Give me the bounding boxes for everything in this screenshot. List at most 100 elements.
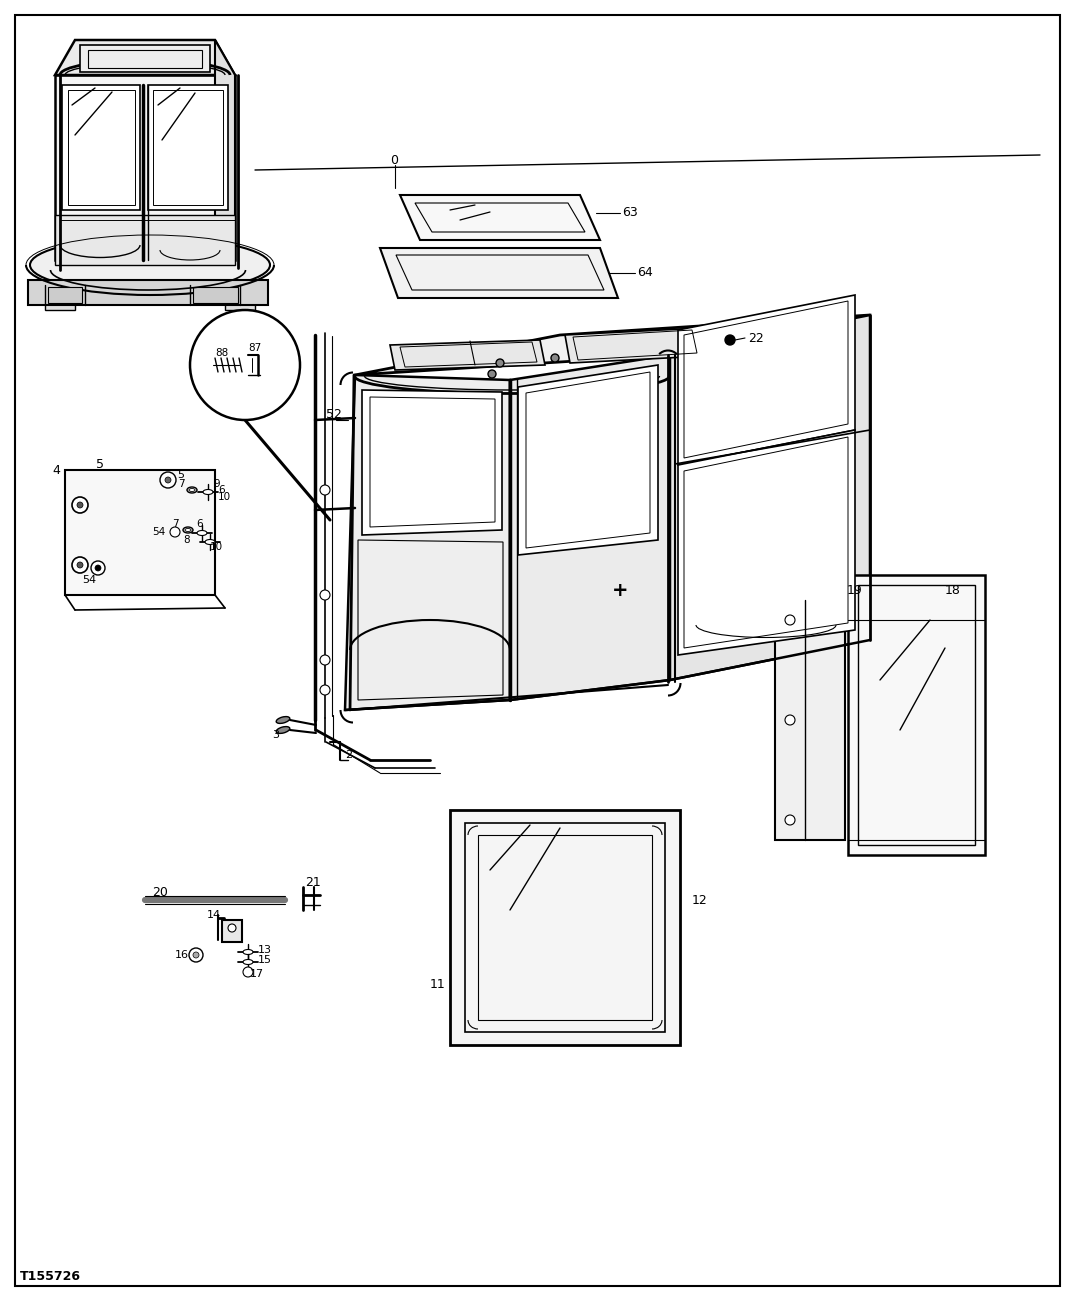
Text: 54: 54 <box>82 575 96 585</box>
Text: 13: 13 <box>258 945 272 955</box>
Polygon shape <box>848 575 985 855</box>
Circle shape <box>320 654 330 665</box>
Ellipse shape <box>243 950 253 955</box>
Polygon shape <box>345 375 510 710</box>
Polygon shape <box>355 315 870 375</box>
Ellipse shape <box>183 527 193 533</box>
Ellipse shape <box>185 528 191 532</box>
Polygon shape <box>450 811 680 1045</box>
Circle shape <box>320 589 330 600</box>
Ellipse shape <box>276 726 290 734</box>
Polygon shape <box>223 920 242 942</box>
Polygon shape <box>55 215 235 265</box>
Polygon shape <box>80 46 210 72</box>
Text: 6: 6 <box>218 485 225 494</box>
Text: 18: 18 <box>945 584 961 596</box>
Text: 52: 52 <box>326 409 342 422</box>
Text: 64: 64 <box>637 267 653 280</box>
Text: 19: 19 <box>847 584 863 596</box>
Text: 63: 63 <box>622 207 637 220</box>
Polygon shape <box>194 288 238 303</box>
Polygon shape <box>518 366 658 556</box>
Text: 21: 21 <box>305 876 320 889</box>
Circle shape <box>95 565 101 571</box>
Polygon shape <box>510 355 670 700</box>
Ellipse shape <box>189 488 195 492</box>
Ellipse shape <box>197 531 207 536</box>
Text: 5: 5 <box>96 458 104 471</box>
Polygon shape <box>45 295 75 310</box>
Text: 4: 4 <box>52 463 60 476</box>
Circle shape <box>72 497 88 513</box>
Polygon shape <box>62 85 140 209</box>
Circle shape <box>725 334 735 345</box>
Circle shape <box>189 948 203 961</box>
Text: 54: 54 <box>152 527 166 537</box>
Circle shape <box>320 485 330 494</box>
Polygon shape <box>678 431 855 654</box>
Text: T155726: T155726 <box>20 1270 81 1283</box>
Polygon shape <box>362 390 502 535</box>
Ellipse shape <box>243 960 253 964</box>
Ellipse shape <box>187 487 197 493</box>
Text: 10: 10 <box>210 543 224 552</box>
Polygon shape <box>565 328 705 363</box>
Circle shape <box>77 502 83 507</box>
Text: 15: 15 <box>258 955 272 965</box>
Circle shape <box>170 527 180 537</box>
Circle shape <box>496 359 504 367</box>
Polygon shape <box>379 248 618 298</box>
Text: 10: 10 <box>218 492 231 502</box>
Polygon shape <box>148 85 228 209</box>
Text: 5: 5 <box>177 470 184 480</box>
Text: 87: 87 <box>248 343 261 353</box>
Text: 88: 88 <box>215 347 228 358</box>
Circle shape <box>190 310 300 420</box>
Text: 16: 16 <box>175 950 189 960</box>
Polygon shape <box>45 275 255 295</box>
Text: 0: 0 <box>390 154 398 167</box>
Circle shape <box>164 477 171 483</box>
Circle shape <box>77 562 83 569</box>
Circle shape <box>91 561 105 575</box>
Polygon shape <box>390 340 545 369</box>
Polygon shape <box>225 295 255 310</box>
Polygon shape <box>55 75 235 260</box>
Text: 2: 2 <box>345 749 353 760</box>
Circle shape <box>785 615 796 624</box>
Text: 20: 20 <box>152 886 168 899</box>
Polygon shape <box>48 288 82 303</box>
Circle shape <box>243 967 253 977</box>
Circle shape <box>551 354 559 362</box>
Text: 8: 8 <box>183 535 189 545</box>
Text: 7: 7 <box>172 519 178 530</box>
Ellipse shape <box>30 238 270 293</box>
Text: 17: 17 <box>250 969 264 978</box>
Polygon shape <box>55 40 235 75</box>
Text: 14: 14 <box>207 909 221 920</box>
Text: 22: 22 <box>748 332 763 345</box>
Text: 9: 9 <box>213 479 219 489</box>
Polygon shape <box>28 280 268 304</box>
Circle shape <box>320 686 330 695</box>
Text: 3: 3 <box>272 730 280 740</box>
Text: 7: 7 <box>178 479 185 489</box>
Circle shape <box>488 369 496 379</box>
Polygon shape <box>64 470 215 595</box>
Ellipse shape <box>205 540 215 545</box>
Polygon shape <box>775 600 845 840</box>
Ellipse shape <box>276 717 290 723</box>
Circle shape <box>160 472 176 488</box>
Text: 12: 12 <box>692 894 707 907</box>
Circle shape <box>228 924 236 932</box>
Text: +: + <box>612 580 628 600</box>
Circle shape <box>72 557 88 572</box>
Polygon shape <box>215 40 235 260</box>
Polygon shape <box>670 315 870 680</box>
Ellipse shape <box>203 489 213 494</box>
Text: 11: 11 <box>430 978 446 991</box>
Text: 6: 6 <box>196 519 202 530</box>
Polygon shape <box>678 295 855 464</box>
Circle shape <box>194 952 199 958</box>
Circle shape <box>785 814 796 825</box>
